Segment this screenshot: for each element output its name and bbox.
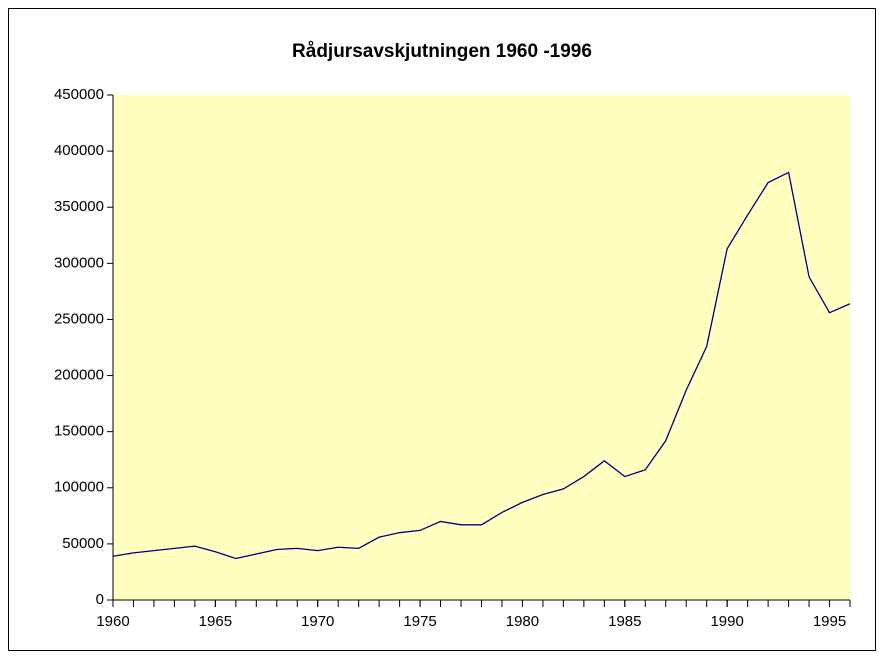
y-tick-label: 50000 bbox=[62, 535, 104, 552]
y-tick-label: 100000 bbox=[54, 479, 104, 496]
x-tick-label: 1960 bbox=[96, 613, 129, 630]
y-tick-label: 450000 bbox=[54, 86, 104, 103]
y-tick-label: 300000 bbox=[54, 254, 104, 271]
x-tick-label: 1990 bbox=[710, 613, 743, 630]
x-tick-label: 1980 bbox=[506, 613, 539, 630]
y-tick-label: 250000 bbox=[54, 310, 104, 327]
y-tick-label: 200000 bbox=[54, 367, 104, 384]
x-tick-label: 1970 bbox=[301, 613, 334, 630]
chart-title: Rådjursavskjutningen 1960 -1996 bbox=[292, 41, 592, 62]
x-tick-label: 1985 bbox=[608, 613, 641, 630]
y-tick-label: 0 bbox=[96, 591, 104, 608]
y-tick-label: 150000 bbox=[54, 423, 104, 440]
y-tick-label: 400000 bbox=[54, 142, 104, 159]
x-tick-label: 1995 bbox=[813, 613, 846, 630]
y-tick-label: 350000 bbox=[54, 198, 104, 215]
plot-area bbox=[113, 95, 850, 600]
x-tick-label: 1965 bbox=[199, 613, 232, 630]
x-tick-label: 1975 bbox=[403, 613, 436, 630]
data-line bbox=[112, 171, 851, 560]
